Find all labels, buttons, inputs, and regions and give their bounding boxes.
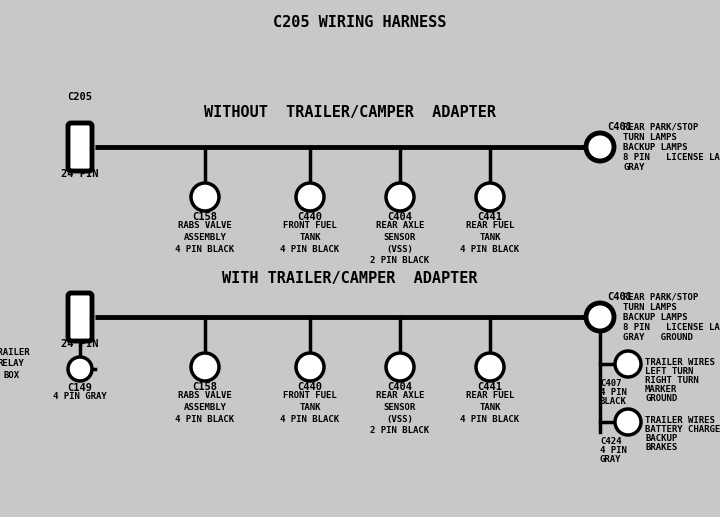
Text: 4 PIN: 4 PIN (600, 446, 627, 455)
Text: TRAILER WIRES: TRAILER WIRES (645, 416, 715, 425)
Text: 4 PIN: 4 PIN (600, 388, 627, 397)
Text: C440: C440 (297, 212, 323, 222)
Circle shape (386, 353, 414, 381)
Circle shape (615, 351, 641, 377)
Text: C149: C149 (68, 383, 92, 393)
Circle shape (191, 353, 219, 381)
Text: REAR PARK/STOP: REAR PARK/STOP (623, 293, 698, 302)
Text: 4 PIN GRAY: 4 PIN GRAY (53, 392, 107, 401)
Circle shape (615, 409, 641, 435)
Text: RIGHT TURN: RIGHT TURN (645, 376, 698, 385)
Circle shape (68, 357, 92, 381)
Text: C205: C205 (68, 292, 92, 302)
Text: REAR FUEL
TANK
4 PIN BLACK: REAR FUEL TANK 4 PIN BLACK (460, 391, 520, 423)
Text: C404: C404 (387, 212, 413, 222)
Text: GRAY   GROUND: GRAY GROUND (623, 333, 693, 342)
Text: GRAY: GRAY (600, 455, 621, 464)
Text: C424: C424 (600, 437, 621, 446)
Text: FRONT FUEL
TANK
4 PIN BLACK: FRONT FUEL TANK 4 PIN BLACK (280, 391, 340, 423)
Text: TURN LAMPS: TURN LAMPS (623, 303, 677, 312)
Text: 24 PIN: 24 PIN (61, 339, 99, 349)
Text: FRONT FUEL
TANK
4 PIN BLACK: FRONT FUEL TANK 4 PIN BLACK (280, 221, 340, 254)
Text: C441: C441 (477, 382, 503, 392)
Text: C401: C401 (607, 292, 632, 302)
Text: C205 WIRING HARNESS: C205 WIRING HARNESS (274, 15, 446, 30)
Text: REAR AXLE
SENSOR
(VSS)
2 PIN BLACK: REAR AXLE SENSOR (VSS) 2 PIN BLACK (370, 391, 430, 435)
Circle shape (476, 353, 504, 381)
Text: RABS VALVE
ASSEMBLY
4 PIN BLACK: RABS VALVE ASSEMBLY 4 PIN BLACK (176, 391, 235, 423)
Text: BATTERY CHARGE: BATTERY CHARGE (645, 425, 720, 434)
Text: LEFT TURN: LEFT TURN (645, 367, 693, 376)
Text: WITHOUT  TRAILER/CAMPER  ADAPTER: WITHOUT TRAILER/CAMPER ADAPTER (204, 104, 496, 119)
Text: GROUND: GROUND (645, 394, 678, 403)
Text: BACKUP LAMPS: BACKUP LAMPS (623, 143, 688, 152)
Text: REAR FUEL
TANK
4 PIN BLACK: REAR FUEL TANK 4 PIN BLACK (460, 221, 520, 254)
Text: 8 PIN   LICENSE LAMPS: 8 PIN LICENSE LAMPS (623, 153, 720, 162)
Text: C407: C407 (600, 379, 621, 388)
Text: BACKUP: BACKUP (645, 434, 678, 443)
Text: MARKER: MARKER (645, 385, 678, 394)
Text: C158: C158 (192, 212, 217, 222)
Text: TRAILER
RELAY
BOX: TRAILER RELAY BOX (0, 348, 30, 379)
Text: TURN LAMPS: TURN LAMPS (623, 133, 677, 142)
Text: C440: C440 (297, 382, 323, 392)
Text: BRAKES: BRAKES (645, 443, 678, 452)
Circle shape (586, 133, 614, 161)
Circle shape (296, 353, 324, 381)
Text: C404: C404 (387, 382, 413, 392)
Text: BLACK: BLACK (600, 397, 627, 406)
Circle shape (586, 303, 614, 331)
Text: TRAILER WIRES: TRAILER WIRES (645, 358, 715, 367)
Text: C401: C401 (607, 122, 632, 132)
Circle shape (191, 183, 219, 211)
Text: 24 PIN: 24 PIN (61, 169, 99, 179)
Text: C158: C158 (192, 382, 217, 392)
Text: WITH TRAILER/CAMPER  ADAPTER: WITH TRAILER/CAMPER ADAPTER (222, 271, 478, 286)
Text: C441: C441 (477, 212, 503, 222)
Text: REAR PARK/STOP: REAR PARK/STOP (623, 123, 698, 132)
FancyBboxPatch shape (68, 293, 92, 341)
Text: C205: C205 (68, 92, 92, 102)
Text: RABS VALVE
ASSEMBLY
4 PIN BLACK: RABS VALVE ASSEMBLY 4 PIN BLACK (176, 221, 235, 254)
Circle shape (386, 183, 414, 211)
Circle shape (476, 183, 504, 211)
Text: 8 PIN   LICENSE LAMPS: 8 PIN LICENSE LAMPS (623, 323, 720, 332)
Text: GRAY: GRAY (623, 163, 644, 172)
Circle shape (296, 183, 324, 211)
Text: REAR AXLE
SENSOR
(VSS)
2 PIN BLACK: REAR AXLE SENSOR (VSS) 2 PIN BLACK (370, 221, 430, 265)
Text: BACKUP LAMPS: BACKUP LAMPS (623, 313, 688, 322)
FancyBboxPatch shape (68, 123, 92, 171)
